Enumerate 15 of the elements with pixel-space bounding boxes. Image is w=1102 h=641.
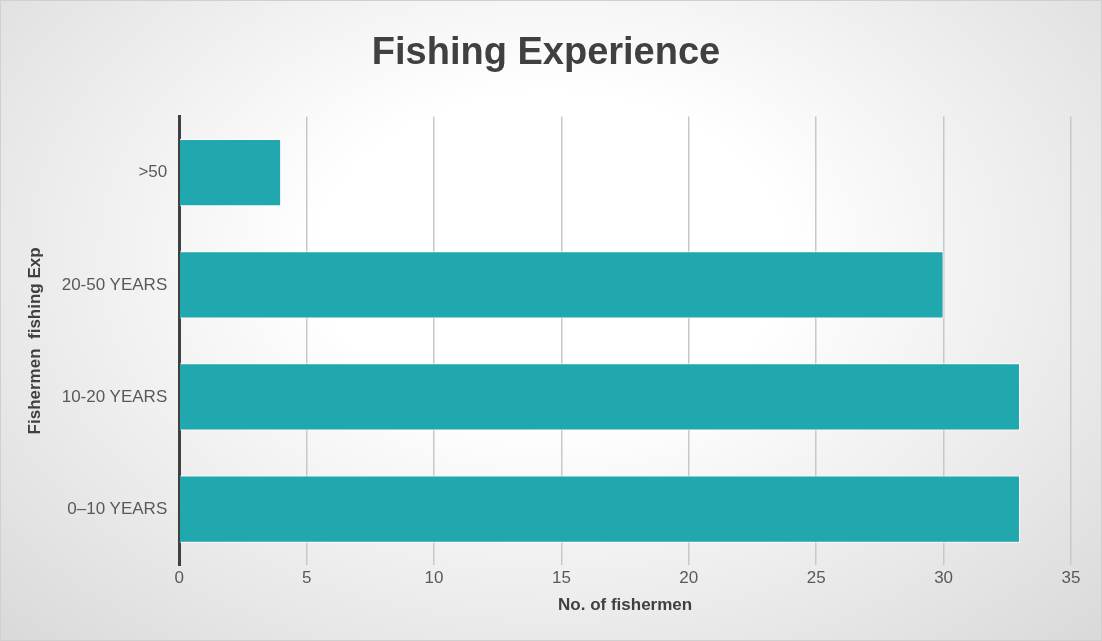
x-tick-label: 0 xyxy=(174,568,184,588)
y-tick-label: 10-20 YEARS xyxy=(61,386,168,406)
x-tick-label: 35 xyxy=(1061,568,1081,588)
y-axis-title: Fishermen fishing Exp xyxy=(24,247,44,435)
y-tick-label: 20-50 YEARS xyxy=(61,274,168,294)
x-tick-label: 5 xyxy=(301,568,312,588)
x-tick-label: 10 xyxy=(424,568,444,588)
x-tick-label: 15 xyxy=(551,568,571,588)
x-tick-label: 20 xyxy=(679,568,699,588)
x-axis-title: No. of fishermen xyxy=(558,595,693,615)
y-tick-label: 0–10 YEARS xyxy=(67,498,168,518)
y-tick-label: >50 xyxy=(138,162,168,182)
chart-title: Fishing Experience xyxy=(371,30,721,73)
x-tick-label: 30 xyxy=(934,568,954,588)
x-tick-label: 25 xyxy=(806,568,826,588)
